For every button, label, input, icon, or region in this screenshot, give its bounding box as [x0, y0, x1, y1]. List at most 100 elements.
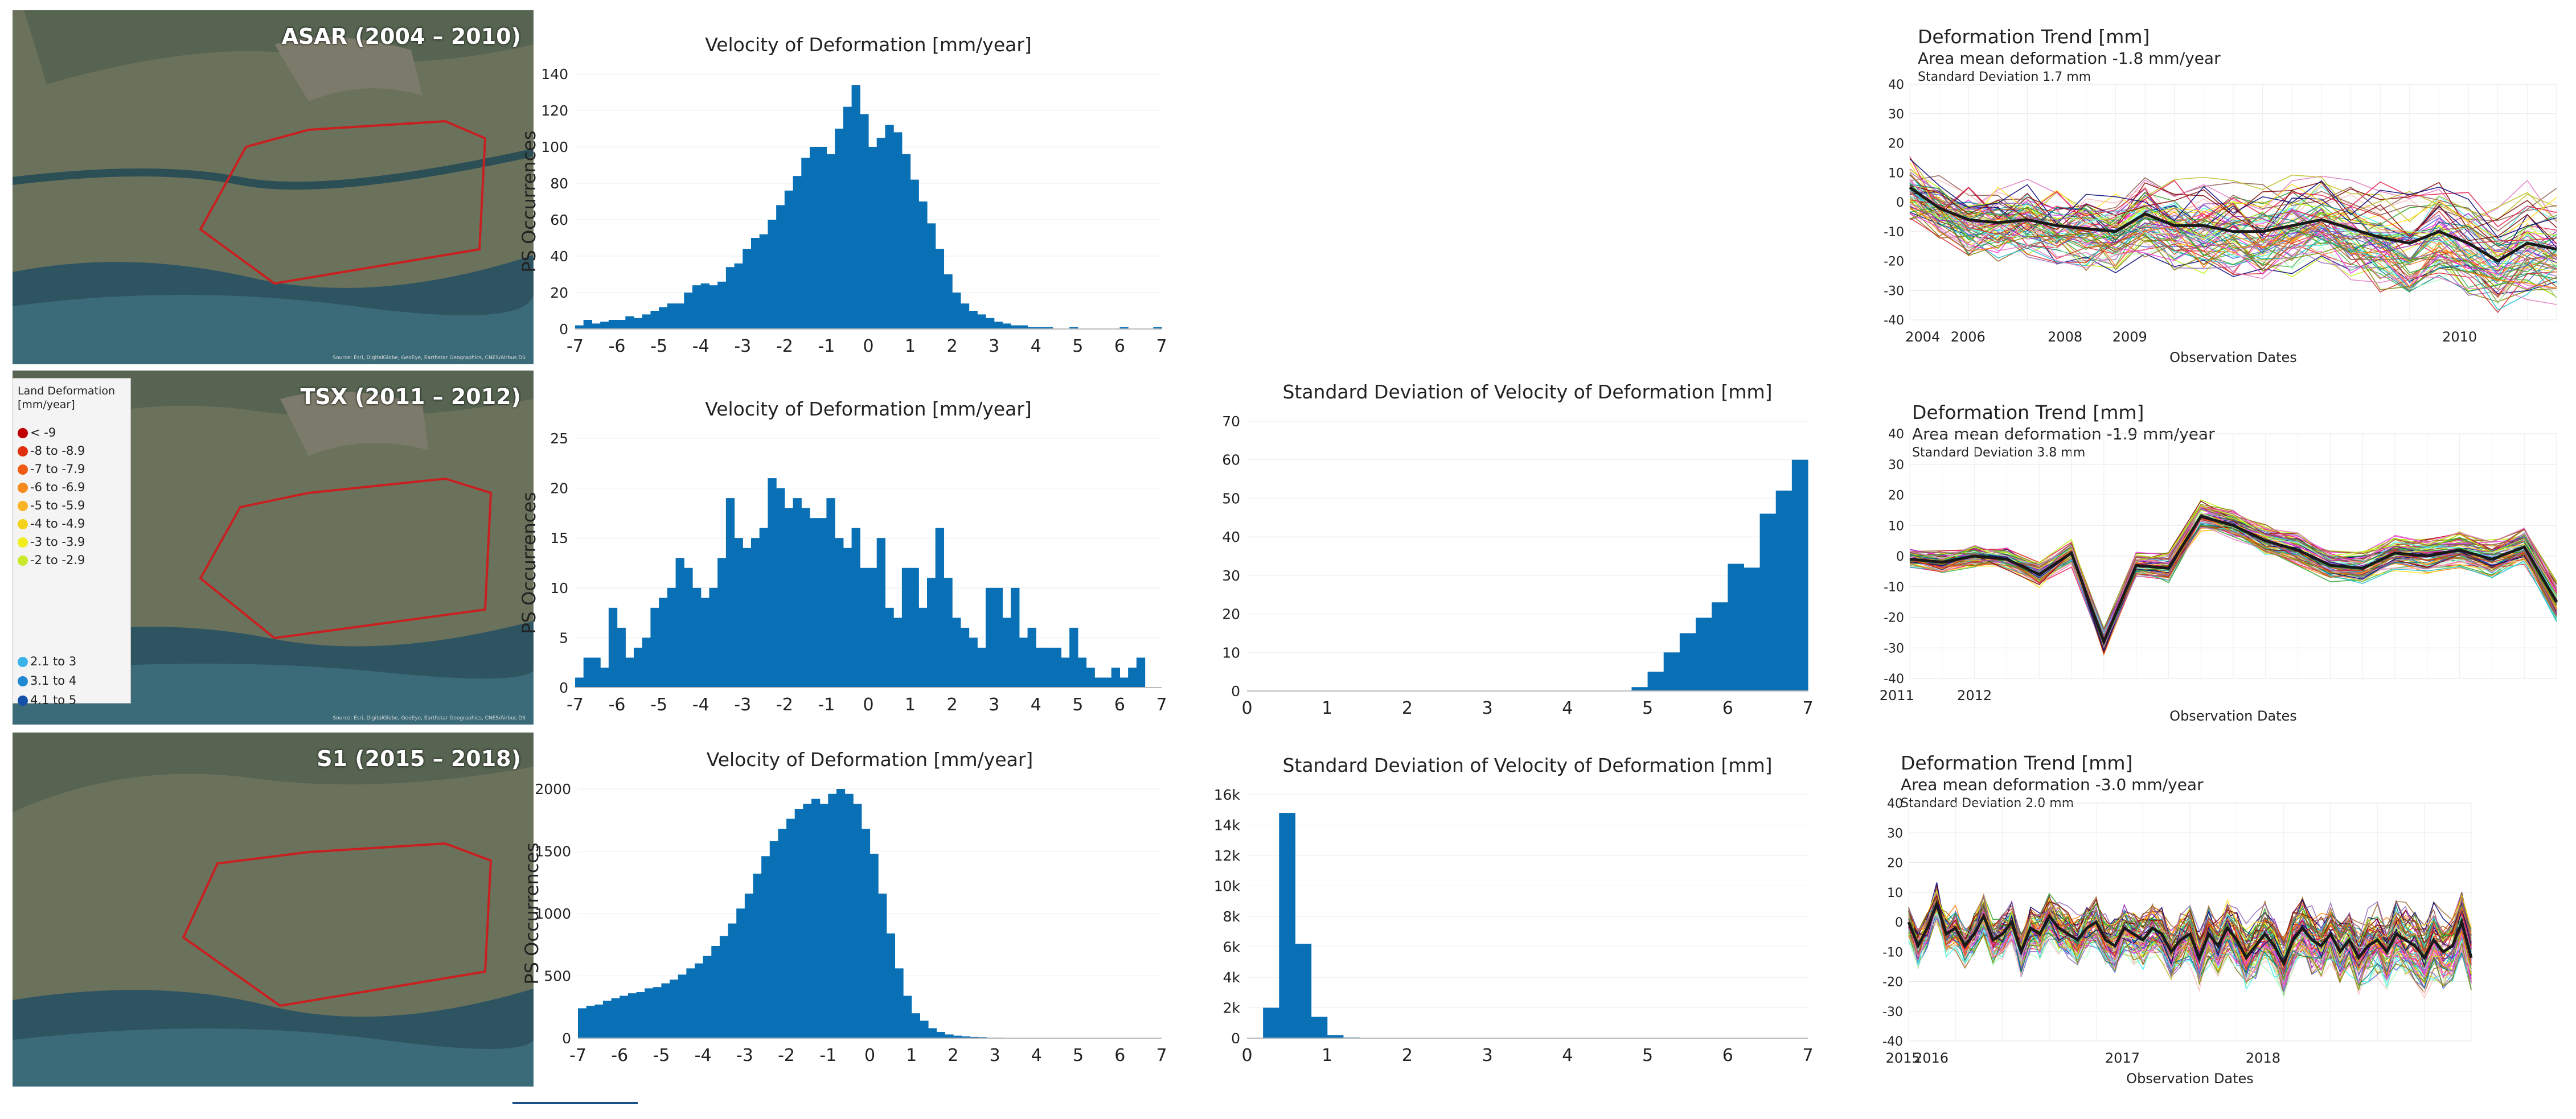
x-tick-label: 4 — [1562, 1046, 1573, 1065]
histogram-bar — [1327, 1035, 1344, 1038]
y-tick-label: 20 — [550, 480, 568, 497]
x-tick-label: 6 — [1722, 1046, 1733, 1065]
legend-swatch — [18, 696, 28, 706]
y-tick-label: 20 — [1887, 857, 1903, 871]
histogram-bar — [776, 205, 785, 329]
histogram-bar — [836, 789, 846, 1038]
histogram-bar — [594, 1004, 604, 1038]
histogram-bar — [743, 548, 752, 688]
x-tick-label: -6 — [609, 336, 626, 356]
x-tick-label: -1 — [818, 336, 835, 356]
histogram-bar — [869, 853, 879, 1038]
y-tick-label: 1000 — [535, 906, 571, 922]
map-s1[interactable]: S1 (2015 – 2018) — [13, 733, 534, 1087]
ps-series-line — [1909, 205, 2557, 274]
histogram-bar — [868, 147, 877, 329]
histogram-bar — [910, 567, 919, 688]
x-tick-label: 3 — [988, 336, 999, 356]
velocity-chart-tsx: Velocity of Deformation [mm/year] 0 5 10 15 2… — [512, 398, 1184, 742]
y-axis-label: PS Occurrences — [521, 842, 543, 984]
x-tick-label: -2 — [778, 1046, 795, 1065]
histogram-bar — [675, 558, 684, 688]
legend-item: -2 to -2.9 — [18, 552, 85, 569]
y-tick-label: 20 — [550, 285, 568, 301]
histogram-bar — [1791, 459, 1808, 691]
legend-label: -4 to -4.9 — [30, 517, 85, 530]
x-tick-label: 7 — [1156, 336, 1167, 356]
velocity-chart-s1-svg: Velocity of Deformation [mm/year] 0 500 100… — [521, 748, 1167, 1065]
chart-title: Velocity of Deformation [mm/year] — [705, 398, 1032, 420]
histogram-bar — [994, 587, 1003, 688]
y-tick-label: 0 — [559, 680, 568, 696]
histogram-bar — [835, 538, 844, 688]
x-tick-label: 5 — [1642, 698, 1653, 718]
y-tick-label: 14k — [1214, 817, 1241, 834]
histogram-bar — [684, 293, 693, 329]
y-tick-label: 20 — [1888, 137, 1904, 151]
trend-title: Deformation Trend [mm] — [1912, 401, 2144, 423]
histogram-bar — [602, 1001, 612, 1038]
x-tick-label: 2 — [947, 1046, 958, 1065]
histogram-bar — [893, 618, 903, 688]
y-tick-label: -30 — [1884, 641, 1904, 656]
velocity-chart-tsx-svg: Velocity of Deformation [mm/year]0510152… — [518, 398, 1167, 715]
x-tick-label: 0 — [863, 695, 873, 715]
y-tick-label: 30 — [1888, 458, 1904, 472]
y-tick-label: 16k — [1214, 787, 1241, 803]
histogram-bar — [659, 598, 668, 688]
y-tick-label: 30 — [1222, 567, 1240, 584]
histogram-bar — [1647, 672, 1664, 691]
histogram-bar — [636, 992, 645, 1038]
ps-series-line — [1909, 175, 2557, 232]
histogram-bar — [1775, 490, 1792, 691]
x-tick-label: 1 — [1322, 1046, 1332, 1065]
legend-item: -8 to -8.9 — [18, 442, 85, 459]
map-asar[interactable]: ASAR (2004 – 2010) Source: Esri, Digital… — [13, 10, 534, 364]
histogram-bar — [811, 799, 821, 1038]
histogram-bar — [960, 303, 970, 329]
histogram-bar — [659, 307, 668, 329]
histogram-bar — [1052, 647, 1062, 688]
histogram-bar — [876, 138, 886, 329]
x-tick-label: 2 — [947, 336, 958, 356]
ps-series-line — [1908, 894, 2472, 950]
histogram-bar — [868, 567, 877, 688]
histogram-bar — [753, 873, 762, 1038]
histogram-bar — [977, 314, 986, 329]
ps-series-line — [1908, 906, 2472, 999]
histogram-bar — [734, 263, 743, 329]
x-tick-label: -5 — [650, 336, 667, 356]
legend-item: -5 to -5.9 — [18, 497, 85, 514]
trend-chart-tsx: Deformation Trend [mm] Area mean deformat… — [1879, 398, 2562, 748]
y-tick-label: 140 — [541, 66, 568, 83]
ps-series-line — [1908, 900, 2472, 970]
x-tick-label: -4 — [692, 695, 709, 715]
histogram-bar — [801, 508, 810, 688]
ps-series-line — [1909, 187, 2557, 244]
x-tick-label: -6 — [611, 1046, 628, 1065]
histogram-bar — [843, 106, 852, 329]
y-tick-label: 10 — [1888, 166, 1904, 180]
map-tsx-imagery — [13, 371, 534, 725]
x-tick-label: 1 — [905, 336, 916, 356]
histogram-bar — [717, 281, 727, 329]
ps-series-line — [1909, 188, 2557, 298]
legend-item: -6 to -6.9 — [18, 479, 85, 496]
x-tick-label: 2006 — [1951, 329, 1986, 345]
histogram-bar — [1631, 687, 1648, 691]
histogram-bar — [810, 518, 819, 688]
x-tick-label: 3 — [1482, 1046, 1493, 1065]
histogram-bar — [768, 220, 777, 329]
legend-item: -3 to -3.9 — [18, 533, 85, 550]
histogram-bar — [700, 598, 710, 688]
histogram-bar — [686, 968, 695, 1038]
histogram-bar — [885, 607, 894, 688]
histogram-bar — [703, 956, 712, 1038]
histogram-bar — [617, 320, 626, 329]
trend-note: Standard Deviation 3.8 mm — [1912, 446, 2085, 460]
ps-series-line — [1909, 200, 2557, 289]
x-tick-label: -6 — [609, 695, 626, 715]
y-tick-label: -10 — [1882, 945, 1903, 960]
histogram-bar — [709, 285, 718, 329]
histogram-bar — [876, 538, 886, 688]
